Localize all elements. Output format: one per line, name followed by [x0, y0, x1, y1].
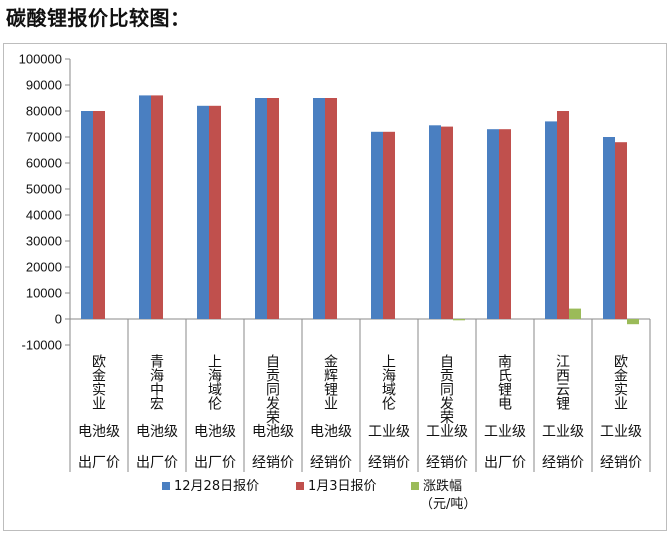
bar-1	[603, 137, 615, 319]
bar-2	[151, 95, 163, 320]
y-tick-label: 50000	[26, 182, 62, 197]
grade-label: 电池级	[252, 424, 294, 440]
bar-2	[93, 111, 105, 319]
legend-swatch	[411, 482, 419, 490]
legend-swatch	[162, 482, 170, 490]
legend-swatch	[296, 482, 304, 490]
bar-3	[627, 319, 639, 325]
price-type-label: 经销价	[542, 455, 584, 471]
price-type-label: 经销价	[600, 455, 642, 471]
y-tick-label: 100000	[19, 52, 62, 67]
category-label: 青海中宏	[150, 355, 164, 413]
bar-2	[441, 126, 453, 319]
category-label: 自贡同发荣	[266, 355, 280, 427]
category-label: 自贡同发荣	[440, 355, 454, 427]
price-type-label: 出厂价	[484, 455, 526, 471]
grade-label: 电池级	[194, 424, 236, 440]
category-label: 江西云锂	[556, 355, 570, 413]
bar-1	[371, 131, 383, 319]
grade-label: 工业级	[600, 424, 642, 440]
price-type-label: 出厂价	[194, 455, 236, 471]
bar-1	[81, 111, 93, 319]
price-type-label: 出厂价	[136, 455, 178, 471]
bar-2	[383, 131, 395, 319]
category-label: 上海域伦	[382, 355, 396, 413]
y-tick-label: -10000	[22, 338, 62, 353]
legend-label: 12月28日报价	[174, 479, 259, 494]
legend-unit: （元/吨）	[420, 497, 476, 512]
bar-1	[255, 98, 267, 319]
price-type-label: 经销价	[426, 455, 468, 471]
y-tick-label: 0	[55, 312, 62, 327]
legend-label: 1月3日报价	[308, 479, 377, 494]
category-label: 金辉锂业	[324, 355, 338, 413]
y-tick-label: 60000	[26, 156, 62, 171]
price-type-label: 经销价	[368, 455, 410, 471]
legend-label: 涨跌幅	[423, 478, 462, 494]
y-tick-label: 90000	[26, 78, 62, 93]
grade-label: 工业级	[368, 424, 410, 440]
bar-1	[313, 98, 325, 319]
category-label: 欧金实业	[614, 355, 628, 413]
bar-1	[429, 125, 441, 319]
bar-2	[499, 129, 511, 319]
price-type-label: 出厂价	[78, 455, 120, 471]
category-label: 欧金实业	[92, 355, 106, 413]
y-tick-label: 20000	[26, 260, 62, 275]
price-type-label: 经销价	[310, 455, 352, 471]
y-tick-label: 70000	[26, 130, 62, 145]
price-type-label: 经销价	[252, 455, 294, 471]
grade-label: 工业级	[426, 424, 468, 440]
y-tick-label: 30000	[26, 234, 62, 249]
category-label: 南氏锂电	[498, 355, 512, 413]
bar-2	[615, 142, 627, 319]
chart-frame	[3, 43, 667, 531]
bar-3	[453, 319, 465, 321]
bar-2	[209, 105, 221, 319]
bar-1	[139, 95, 151, 320]
bar-1	[487, 129, 499, 319]
bar-3	[569, 308, 581, 319]
bar-2	[267, 98, 279, 319]
grade-label: 工业级	[484, 424, 526, 440]
y-tick-label: 80000	[26, 104, 62, 119]
category-label: 上海域伦	[208, 355, 222, 413]
y-tick-label: 40000	[26, 208, 62, 223]
grade-label: 电池级	[136, 424, 178, 440]
grade-label: 电池级	[78, 424, 120, 440]
bar-1	[545, 121, 557, 320]
grade-label: 电池级	[310, 424, 352, 440]
y-tick-label: 10000	[26, 286, 62, 301]
bar-2	[325, 98, 337, 319]
bar-1	[197, 105, 209, 319]
grade-label: 工业级	[542, 424, 584, 440]
page-title: 碳酸锂报价比较图：	[6, 6, 191, 30]
bar-2	[557, 111, 569, 319]
